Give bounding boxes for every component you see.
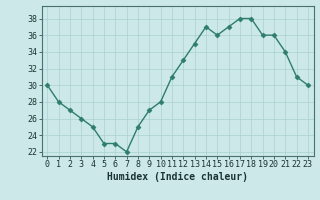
- X-axis label: Humidex (Indice chaleur): Humidex (Indice chaleur): [107, 172, 248, 182]
